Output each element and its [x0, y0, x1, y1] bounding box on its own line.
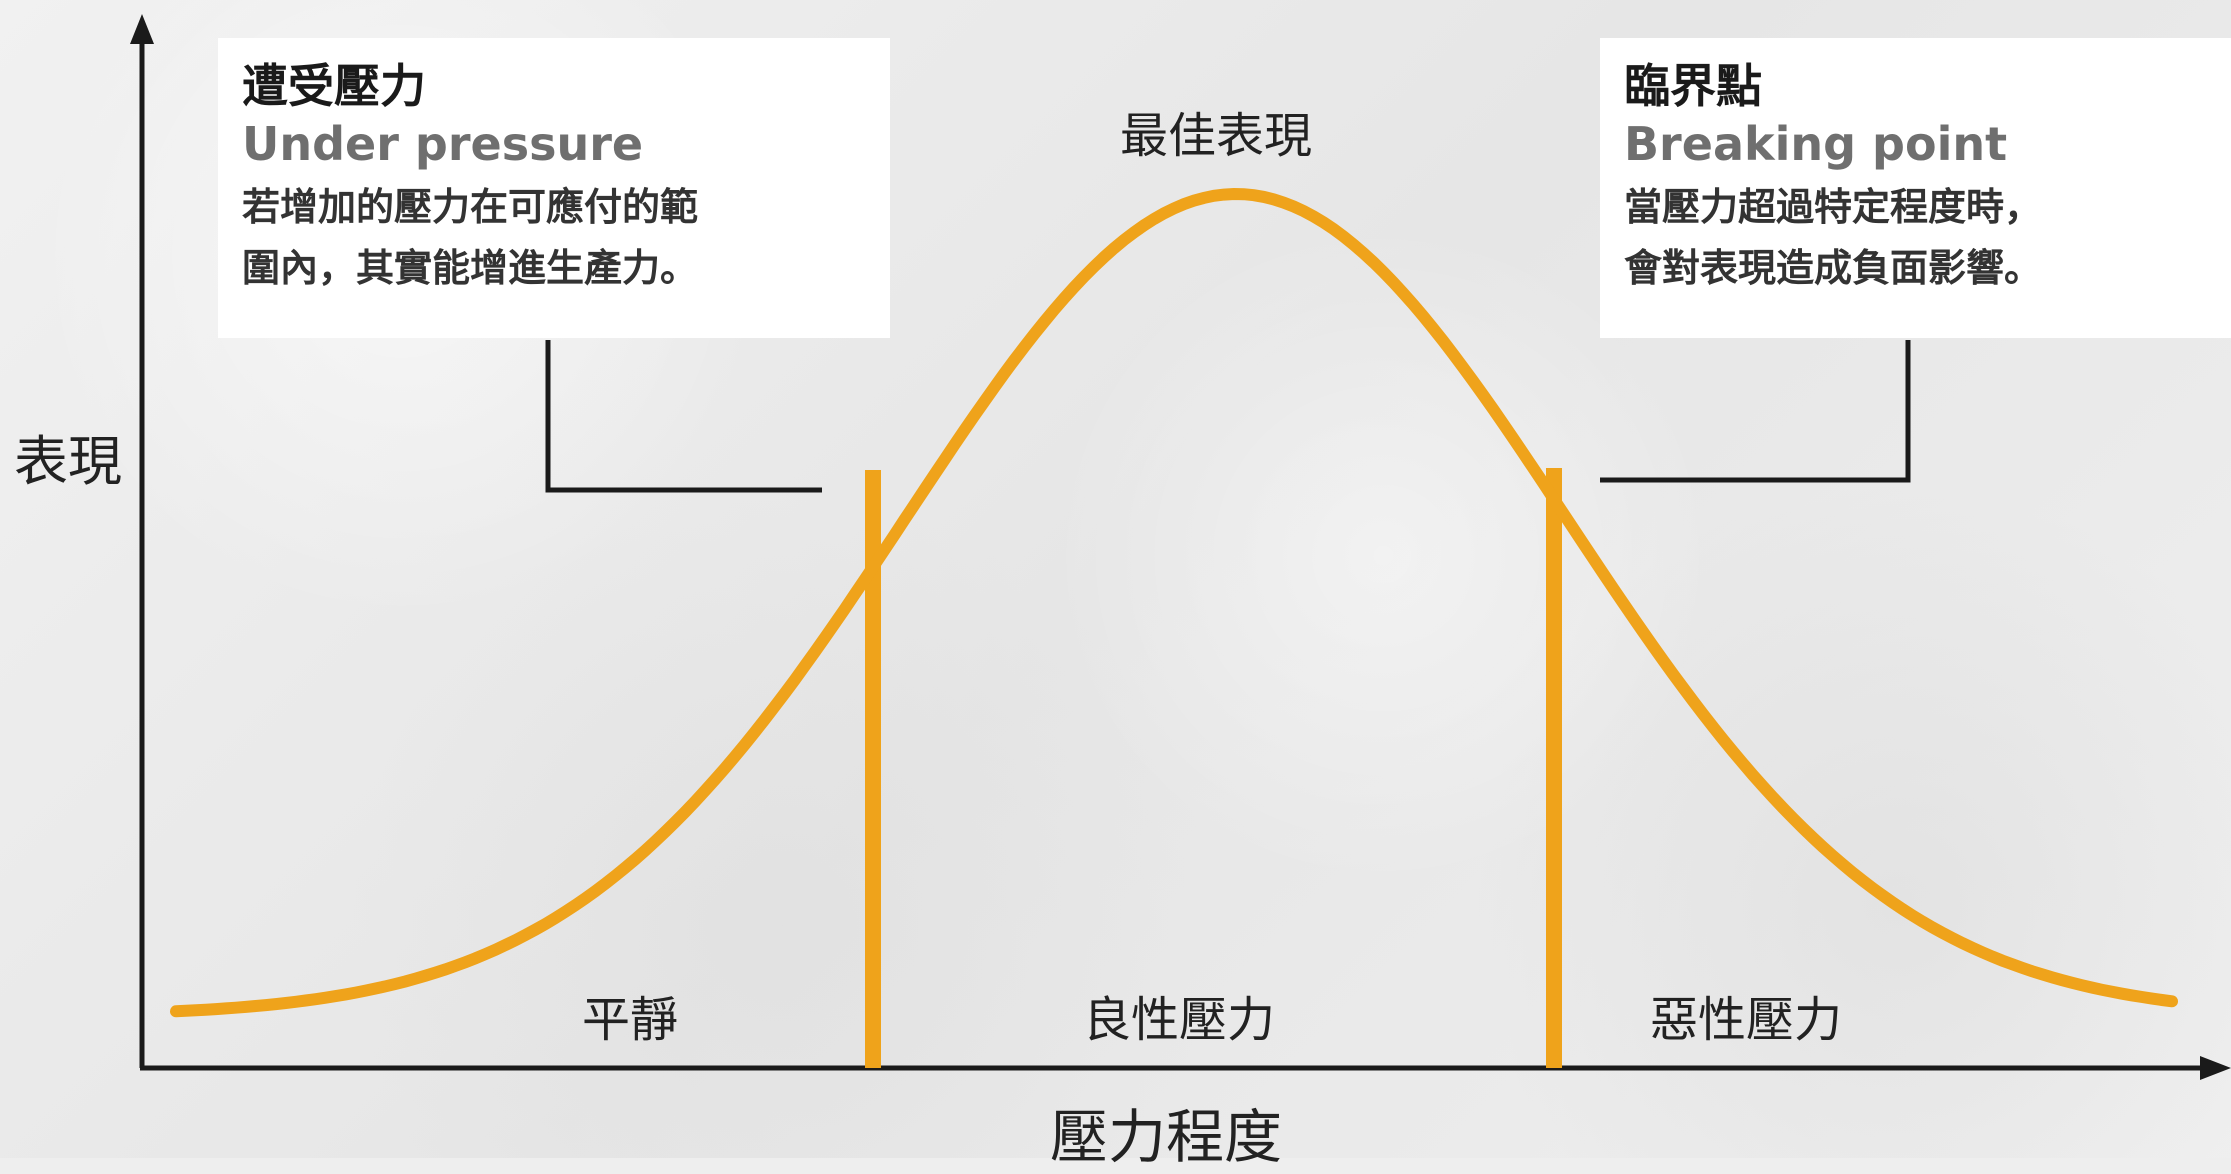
callout-under-pressure-line-2: 圍內，其實能增進生產力。	[242, 245, 699, 290]
zone-label-bad-stress: 惡性壓力	[1650, 992, 1843, 1048]
callout-breaking-point-line-2: 會對表現造成負面影響。	[1624, 245, 2043, 290]
callout-under-pressure-desc: 若增加的壓力在可應付的範 圍內，其實能增進生產力。	[242, 177, 866, 299]
zone-label-calm: 平靜	[582, 992, 679, 1048]
callout-under-pressure: 遭受壓力 Under pressure 若增加的壓力在可應付的範 圍內，其實能增…	[218, 38, 890, 338]
callout-breaking-point-line-1: 當壓力超過特定程度時，	[1624, 185, 2043, 229]
y-axis-arrowhead	[130, 14, 154, 44]
callout-under-pressure-title: 遭受壓力	[242, 59, 426, 113]
zone-label-good-stress: 良性壓力	[1083, 992, 1276, 1048]
callout-under-pressure-subtitle: Under pressure	[242, 116, 644, 171]
callout-breaking-point: 臨界點 Breaking point 當壓力超過特定程度時， 會對表現造成負面影…	[1600, 38, 2231, 338]
leader-line-breaking-point	[1600, 340, 1911, 483]
callout-breaking-point-title: 臨界點	[1624, 59, 1762, 113]
callout-under-pressure-line-1: 若增加的壓力在可應付的範	[242, 185, 699, 229]
y-axis-label: 表現	[14, 430, 122, 493]
callout-breaking-point-desc: 當壓力超過特定程度時， 會對表現造成負面影響。	[1624, 177, 2207, 299]
peak-performance-label: 最佳表現	[1120, 108, 1313, 164]
x-axis-arrowhead	[2200, 1056, 2231, 1080]
leader-line-under-pressure	[545, 340, 822, 493]
x-axis-label: 壓力程度	[1050, 1103, 1283, 1171]
callout-breaking-point-subtitle: Breaking point	[1624, 116, 2008, 171]
performance-curve	[170, 187, 2178, 1018]
